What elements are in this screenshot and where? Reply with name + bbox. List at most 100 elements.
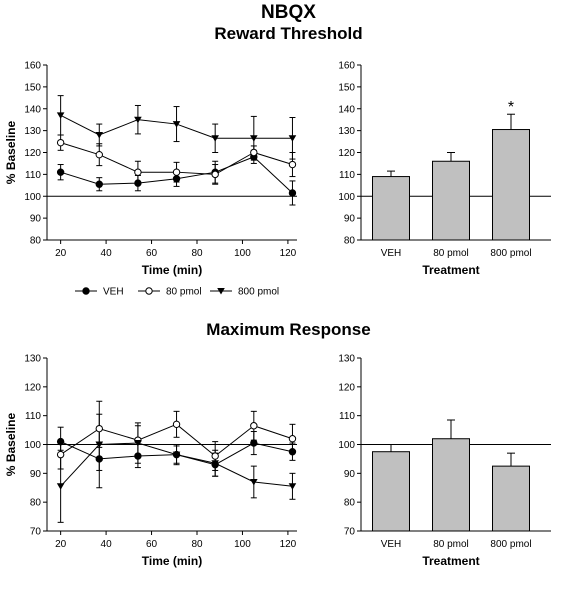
y-tick-label: 80 [30, 236, 42, 247]
data-point-800-pmol [250, 135, 258, 142]
category-label-80-pmol: 80 pmol [433, 539, 469, 550]
legend-label-800-pmol: 800 pmol [238, 287, 279, 298]
y-tick-label: 120 [24, 148, 41, 159]
x-tick-label: 80 [191, 248, 203, 259]
legend-marker-veh [82, 287, 90, 295]
x-axis-label: Time (min) [142, 554, 202, 568]
x-tick-label: 120 [280, 248, 297, 259]
x-tick-label: 60 [146, 539, 158, 550]
significance-marker: * [508, 99, 514, 116]
data-point-80-pmol [95, 150, 103, 159]
data-point-veh [288, 448, 297, 456]
data-point-80-pmol [56, 138, 65, 147]
legend-marker-800-pmol [217, 288, 225, 295]
x-tick-label: 60 [146, 248, 158, 259]
data-point-80-pmol [56, 450, 65, 459]
data-point-800-pmol [172, 121, 181, 128]
y-tick-label: 140 [24, 104, 41, 115]
y-tick-label: 80 [344, 236, 356, 247]
data-point-80-pmol [288, 435, 297, 443]
y-tick-label: 150 [338, 82, 355, 93]
x-tick-label: 120 [280, 539, 297, 550]
x-tick-label: 40 [101, 248, 113, 259]
legend-label-veh: VEH [103, 287, 124, 298]
y-tick-label: 110 [25, 411, 41, 422]
data-point-800-pmol [134, 116, 142, 124]
data-point-80-pmol [95, 424, 103, 433]
data-point-veh [250, 439, 258, 447]
section-title-maximum-response: Maximum Response [206, 320, 371, 339]
y-tick-label: 150 [24, 82, 41, 93]
y-tick-label: 160 [338, 61, 355, 72]
y-tick-label: 110 [339, 411, 355, 422]
x-tick-label: 20 [55, 539, 67, 550]
chart-reward-threshold-treatment: 80 90 100 110 120 130 140 150 160 VEH 80 pmol 800 p… [338, 61, 551, 277]
y-axis-label: % Baseline [4, 120, 18, 184]
y-axis-label: % Baseline [4, 412, 18, 476]
category-label-800-pmol: 800 pmol [490, 539, 531, 550]
y-tick-label: 100 [24, 440, 41, 451]
chart-reward-threshold-time: 80 90 100 110 120 130 140 150 160 % Baseline 20 40 6… [4, 61, 297, 277]
category-label-80-pmol: 80 pmol [433, 248, 469, 259]
data-point-veh [134, 179, 142, 187]
data-point-veh [56, 168, 65, 176]
data-point-800-pmol [288, 483, 297, 490]
y-tick-label: 100 [338, 192, 355, 203]
data-point-800-pmol [134, 440, 142, 447]
data-point-80-pmol [250, 422, 258, 430]
y-tick-label: 160 [24, 61, 41, 72]
bar-80-pmol [432, 160, 470, 241]
y-tick-label: 100 [24, 192, 41, 203]
figure-title: NBQX [261, 2, 316, 23]
y-tick-label: 120 [338, 382, 355, 393]
x-tick-label: 100 [234, 248, 251, 259]
data-point-80-pmol [134, 168, 142, 176]
data-point-veh [134, 452, 142, 460]
bar-80-pmol [432, 438, 470, 532]
data-point-veh [288, 189, 297, 197]
y-tick-label: 110 [339, 170, 355, 181]
x-tick-label: 100 [234, 539, 251, 550]
data-point-800-pmol [211, 460, 219, 467]
chart-maximum-response-time: 70 80 90 100 110 120 130 % Baseline 20 40 60 80 100 1… [4, 354, 297, 568]
y-tick-label: 130 [24, 354, 41, 365]
x-tick-label: 40 [101, 539, 113, 550]
data-point-800-pmol [211, 135, 219, 142]
data-point-800-pmol [250, 478, 258, 486]
bar-veh [372, 176, 410, 241]
data-point-80-pmol [288, 160, 297, 169]
data-point-80-pmol [211, 452, 219, 460]
category-label-800-pmol: 800 pmol [490, 248, 531, 259]
data-point-80-pmol [172, 168, 181, 176]
y-tick-label: 130 [338, 126, 355, 137]
chart-maximum-response-treatment: 70 80 90 100 110 120 130 VEH 80 pmol 800 pmol Trea… [338, 354, 551, 568]
y-tick-label: 110 [25, 170, 41, 181]
category-label-veh: VEH [381, 248, 402, 259]
data-point-veh [95, 180, 103, 188]
y-tick-label: 70 [30, 527, 42, 538]
y-tick-label: 120 [24, 382, 41, 393]
bar-veh [372, 451, 410, 532]
data-point-800-pmol [56, 112, 65, 119]
bar-800-pmol [492, 465, 530, 532]
y-tick-label: 130 [338, 354, 355, 365]
y-tick-label: 80 [30, 498, 42, 509]
data-point-800-pmol [288, 135, 297, 142]
x-tick-label: 80 [191, 539, 203, 550]
data-point-80-pmol [250, 148, 258, 157]
category-label-veh: VEH [381, 539, 402, 550]
data-point-800-pmol [95, 441, 104, 448]
data-point-80-pmol [172, 420, 181, 429]
section-title-reward-threshold: Reward Threshold [214, 24, 363, 43]
y-tick-label: 100 [338, 440, 355, 451]
y-tick-label: 90 [344, 214, 356, 225]
y-tick-label: 120 [338, 148, 355, 159]
y-tick-label: 130 [24, 126, 41, 137]
legend-marker-80-pmol [145, 287, 153, 295]
y-tick-label: 140 [338, 104, 355, 115]
legend-label-80-pmol: 80 pmol [166, 287, 202, 298]
data-point-800-pmol [95, 132, 104, 139]
data-point-veh [172, 175, 181, 183]
data-point-800-pmol [172, 451, 181, 459]
